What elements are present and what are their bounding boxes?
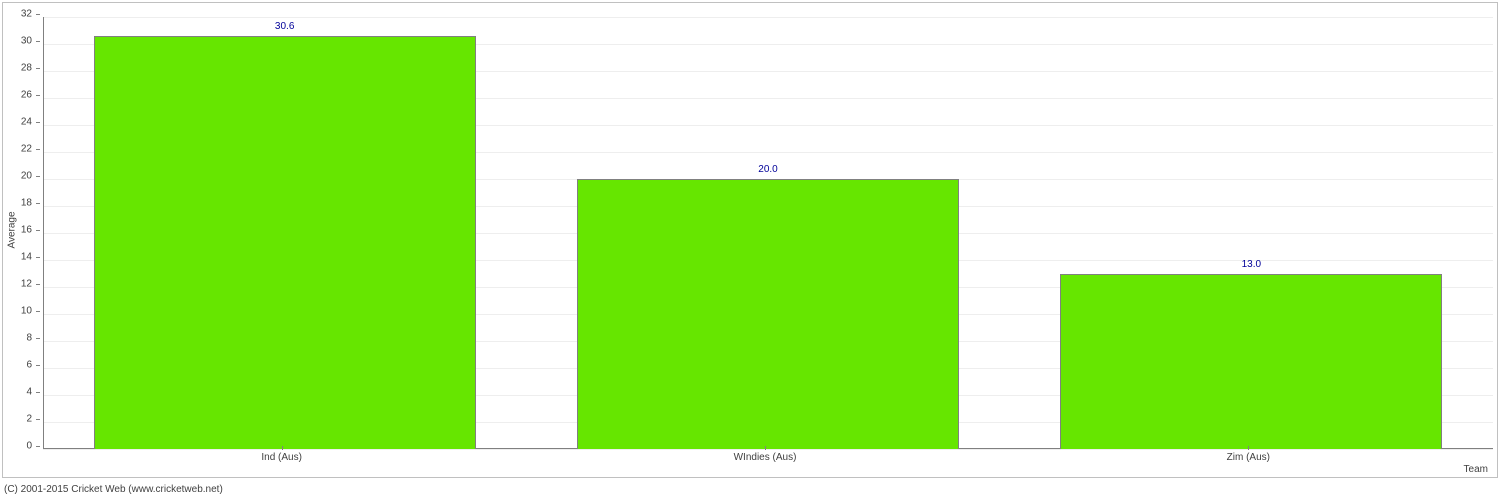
copyright-text: (C) 2001-2015 Cricket Web (www.cricketwe…	[4, 484, 223, 495]
bar	[94, 36, 476, 449]
y-axis-tick	[36, 446, 40, 447]
y-axis-tick	[36, 203, 40, 204]
y-tick-label: 26	[0, 90, 32, 101]
y-axis-tick	[36, 284, 40, 285]
y-axis-tick	[36, 122, 40, 123]
x-axis-tick	[765, 446, 766, 450]
y-axis-tick	[36, 230, 40, 231]
y-tick-label: 32	[0, 9, 32, 20]
x-tick-label: Zim (Aus)	[1227, 452, 1270, 463]
y-axis-tick	[36, 176, 40, 177]
bar	[577, 179, 959, 449]
y-tick-label: 30	[0, 36, 32, 47]
y-tick-label: 24	[0, 117, 32, 128]
y-axis-tick	[36, 419, 40, 420]
y-axis-tick	[36, 149, 40, 150]
y-tick-label: 28	[0, 63, 32, 74]
chart-frame: 30.6 20.0 13.0	[2, 2, 1498, 478]
y-axis-tick	[36, 365, 40, 366]
y-tick-label: 12	[0, 279, 32, 290]
x-axis-tick	[1248, 446, 1249, 450]
grid-line	[43, 449, 1493, 450]
y-tick-label: 0	[0, 441, 32, 452]
y-axis-tick	[36, 392, 40, 393]
y-axis-tick	[36, 311, 40, 312]
x-axis-tick	[282, 446, 283, 450]
bar-value-label: 30.6	[275, 21, 294, 32]
y-tick-label: 8	[0, 333, 32, 344]
plot-area: 30.6 20.0 13.0	[43, 17, 1493, 449]
bar-value-label: 20.0	[758, 164, 777, 175]
y-axis-tick	[36, 338, 40, 339]
bar-value-label: 13.0	[1242, 259, 1261, 270]
y-tick-label: 22	[0, 144, 32, 155]
x-tick-label: Ind (Aus)	[261, 452, 302, 463]
x-axis-title: Team	[1464, 464, 1488, 475]
y-tick-label: 20	[0, 171, 32, 182]
grid-line	[43, 17, 1493, 18]
y-axis-tick	[36, 14, 40, 15]
y-axis-tick	[36, 257, 40, 258]
y-tick-label: 10	[0, 306, 32, 317]
y-tick-label: 14	[0, 252, 32, 263]
y-tick-label: 6	[0, 360, 32, 371]
y-axis-tick	[36, 68, 40, 69]
y-tick-label: 16	[0, 225, 32, 236]
y-axis-tick	[36, 95, 40, 96]
y-axis-tick	[36, 41, 40, 42]
x-tick-label: WIndies (Aus)	[734, 452, 797, 463]
y-tick-label: 2	[0, 414, 32, 425]
y-tick-label: 18	[0, 198, 32, 209]
y-tick-label: 4	[0, 387, 32, 398]
bar	[1060, 274, 1442, 450]
y-axis-line	[43, 17, 44, 449]
